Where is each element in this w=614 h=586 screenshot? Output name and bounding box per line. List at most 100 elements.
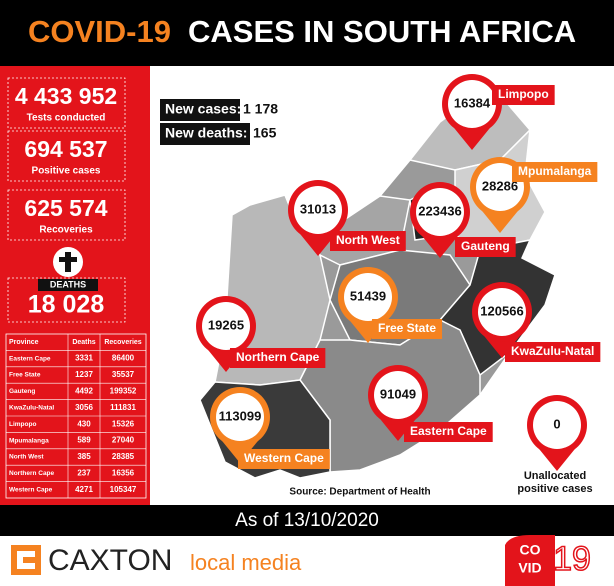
pin-inner: [344, 273, 392, 321]
header-bar: [0, 0, 614, 66]
source: Source: Department of Health: [289, 487, 430, 498]
pin-inner: [416, 188, 464, 236]
province-label: Limpopo: [498, 87, 549, 101]
province-label: North West: [336, 233, 400, 247]
table-header: Province: [9, 339, 39, 346]
pin-inner: [202, 302, 250, 350]
covid-logo: [505, 535, 555, 586]
new_cases-value: 1 178: [243, 101, 278, 117]
stat-value: 694 537: [24, 136, 107, 162]
table-cell: 4271: [75, 485, 93, 494]
pin-inner: [533, 401, 581, 449]
new_cases-label: New cases:: [165, 101, 241, 117]
province-tag: [512, 162, 598, 182]
unallocated-label: positive cases: [517, 483, 592, 495]
province-tag: [238, 449, 330, 469]
table-cell: 589: [77, 436, 91, 445]
stat-value: 625 574: [24, 195, 107, 221]
table-cell: 27040: [112, 436, 135, 445]
pin-inner: [374, 371, 422, 419]
stat-box: [7, 130, 126, 182]
table-cell: Mpumalanga: [9, 437, 49, 444]
pin-inner: [478, 288, 526, 336]
cross: [59, 257, 77, 262]
table-cell: 16356: [112, 469, 135, 478]
pin-value: 16384: [454, 95, 491, 110]
table-cell: 199352: [110, 387, 137, 396]
tag: [160, 99, 240, 121]
title: CASES IN SOUTH AFRICA: [188, 14, 576, 49]
pin-value: 120566: [480, 303, 523, 318]
new_deaths-value: 165: [253, 125, 277, 141]
province-label: Gauteng: [461, 239, 510, 253]
province-label: KwaZulu-Natal: [511, 344, 594, 358]
table-cell: Free State: [9, 372, 41, 379]
table-cell: KwaZulu-Natal: [9, 405, 54, 412]
province-tag: [505, 342, 601, 362]
deaths-tag: [38, 279, 98, 291]
title-highlight: COVID-19: [28, 14, 171, 49]
table-cell: 237: [77, 469, 91, 478]
table-cell: 86400: [112, 354, 135, 363]
province-tag: [372, 319, 443, 339]
table-header: Deaths: [72, 339, 95, 346]
brand: CAXTON: [48, 544, 172, 577]
pin-inner: [448, 80, 496, 128]
table-cell: 1237: [75, 370, 93, 379]
province-label: Western Cape: [244, 451, 324, 465]
province-tag: [455, 237, 516, 257]
province-tag: [492, 85, 555, 105]
pin-value: 51439: [350, 288, 386, 303]
pin-inner: [294, 186, 342, 234]
pin-value: 28286: [482, 178, 518, 193]
caxton-icon: [23, 557, 41, 563]
table-cell: 4492: [75, 387, 93, 396]
table-cell: 111831: [110, 403, 136, 412]
table-cell: Western Cape: [9, 487, 53, 494]
pin-value: 91049: [380, 386, 416, 401]
pin-value: 19265: [208, 317, 244, 332]
pin-value: 223436: [418, 203, 461, 218]
table-cell: 28385: [112, 452, 135, 461]
table-cell: Eastern Cape: [9, 355, 51, 362]
table-cell: 35537: [112, 370, 135, 379]
stat-label: Recoveries: [39, 225, 93, 236]
deaths-value: 18 028: [28, 291, 105, 319]
province-label: Northern Cape: [236, 350, 320, 364]
deaths-box: [7, 277, 126, 323]
table-cell: Northern Cape: [9, 470, 55, 477]
stat-box: [7, 77, 126, 129]
stat-label: Tests conducted: [27, 113, 106, 124]
pin-value: 113099: [219, 408, 262, 423]
table-cell: 3331: [75, 354, 93, 363]
logo-bottom: VID: [518, 560, 541, 576]
province-tag: [230, 348, 326, 368]
province-tag: [404, 422, 493, 442]
pin-value: 31013: [300, 201, 336, 216]
logo-top: CO: [520, 542, 541, 558]
province-label: Eastern Cape: [410, 424, 487, 438]
table-cell: Limpopo: [9, 421, 36, 428]
table-cell: 3056: [75, 403, 93, 412]
stat-box: [7, 189, 126, 241]
table-cell: 385: [77, 452, 91, 461]
unallocated-label: Unallocated: [524, 470, 586, 482]
brand-sub: local media: [190, 550, 302, 575]
table-cell: 105347: [110, 485, 137, 494]
table-header: Recoveries: [104, 339, 141, 346]
table-cell: 430: [77, 419, 91, 428]
date: As of 13/10/2020: [235, 510, 379, 531]
tag: [160, 123, 250, 145]
deaths-label: DEATHS: [50, 279, 86, 289]
logo-num: 19: [553, 540, 591, 578]
pin-inner: [216, 393, 264, 441]
table-cell: North West: [9, 454, 44, 461]
new_deaths-label: New deaths:: [165, 125, 247, 141]
date-bar: [0, 505, 614, 536]
pin-value: 0: [553, 416, 560, 431]
province-label: Mpumalanga: [518, 164, 592, 178]
province-label: Free State: [378, 321, 436, 335]
stat-value: 4 433 952: [15, 83, 117, 109]
stat-label: Positive cases: [32, 166, 101, 177]
